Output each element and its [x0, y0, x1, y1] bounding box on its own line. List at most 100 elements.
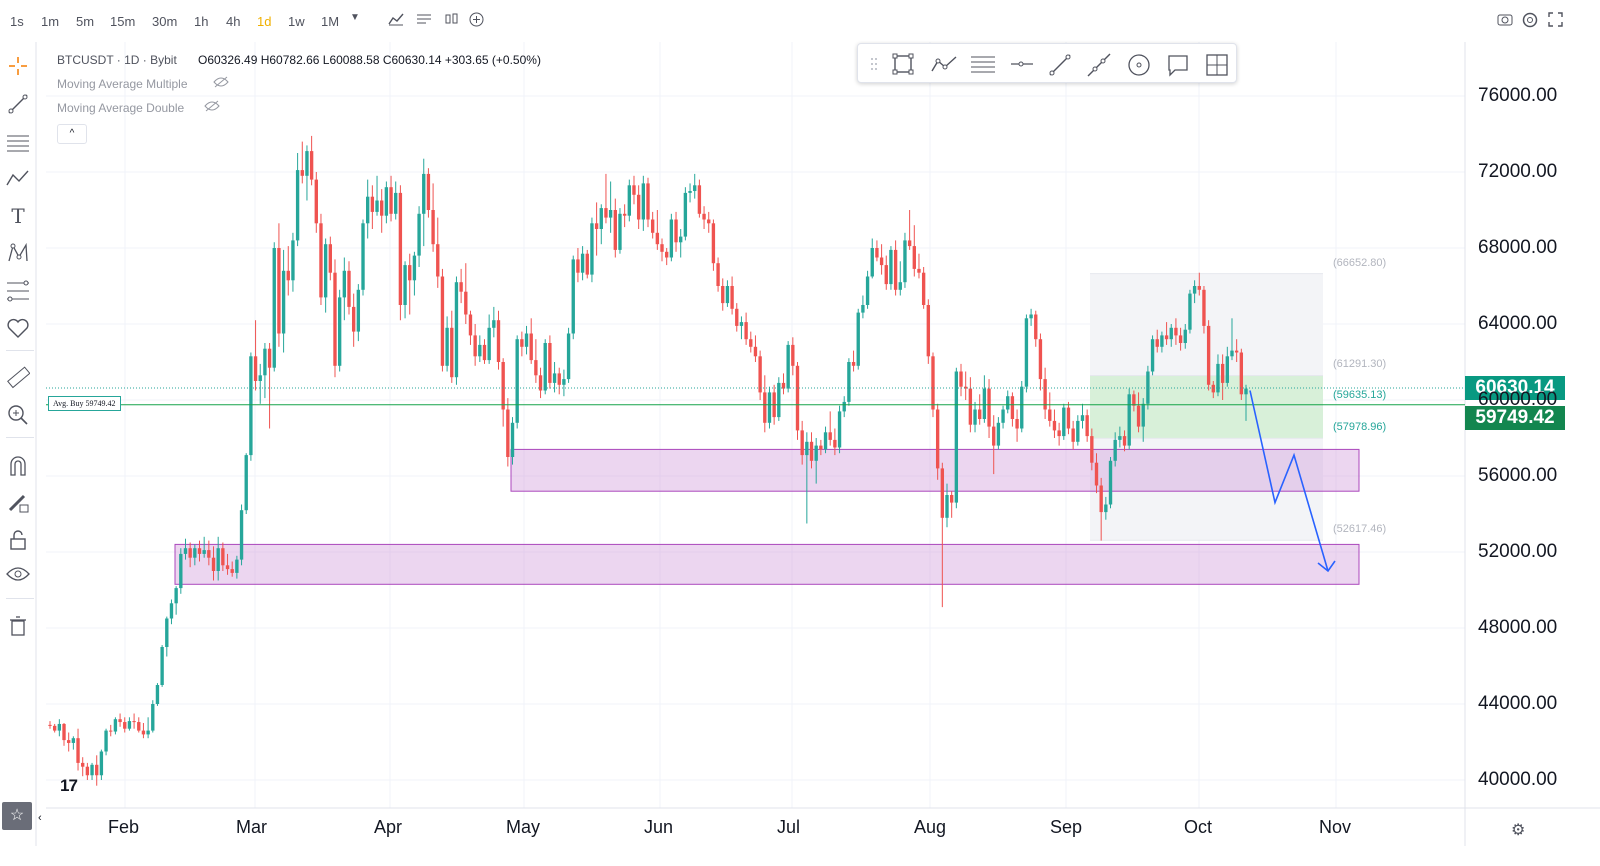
camera-icon[interactable] [1497, 12, 1513, 29]
candle-body [730, 286, 734, 309]
candle-body [286, 270, 290, 281]
candle-body [599, 208, 603, 229]
extended-line-icon[interactable] [1087, 53, 1111, 77]
candle-body [67, 740, 71, 743]
candle-body [440, 276, 445, 366]
candle-body [183, 548, 188, 554]
indicator-ma-double[interactable]: Moving Average Double [57, 101, 185, 115]
candle-body [1136, 405, 1141, 427]
candle-body [744, 322, 748, 340]
pattern-icon[interactable] [4, 239, 32, 267]
candle-body [786, 344, 790, 389]
timeframe-1d[interactable]: 1d [257, 14, 272, 29]
candle-body [492, 320, 496, 328]
candle-body [328, 244, 332, 273]
timeframe-5m[interactable]: 5m [76, 14, 95, 29]
favorites-star-icon[interactable]: ☆ [2, 802, 32, 830]
timeframe-1h[interactable]: 1h [194, 14, 209, 29]
candle-body [641, 183, 646, 220]
eye-icon[interactable] [4, 560, 32, 588]
price-tick-label: 48000.00 [1478, 617, 1558, 638]
fullscreen-icon[interactable] [1548, 12, 1563, 30]
hidden-eye-icon[interactable] [204, 100, 220, 115]
trend-line-icon[interactable] [4, 90, 32, 118]
horizontal-lines-icon[interactable] [4, 128, 32, 156]
line-icon[interactable] [1048, 53, 1071, 76]
candle-body [777, 382, 781, 418]
candle-body [384, 187, 389, 216]
zoom-icon[interactable] [4, 401, 32, 429]
candle-body [987, 388, 991, 427]
candle-body [417, 213, 421, 256]
timeframe-1w[interactable]: 1w [288, 14, 305, 29]
tradingview-logo[interactable]: 17 [60, 776, 78, 795]
timeframe-1M[interactable]: 1M [321, 14, 340, 29]
parallel-lines-icon[interactable] [970, 53, 995, 75]
horizontal-ray-icon[interactable] [1010, 53, 1033, 75]
symbol-info[interactable]: BTCUSDT · 1D · Bybit [57, 53, 177, 67]
candle-body [879, 257, 884, 266]
favorite-heart-icon[interactable] [4, 314, 32, 342]
candle-body [431, 210, 435, 245]
candle-body [534, 360, 538, 376]
candle-body [968, 388, 973, 425]
candle-body [805, 441, 809, 456]
ruler-icon[interactable] [4, 364, 32, 392]
timeframe-1m[interactable]: 1m [41, 14, 60, 29]
candle-body [800, 430, 804, 456]
crosshair-icon[interactable] [4, 52, 32, 80]
candle-body [851, 362, 856, 366]
candle-body [1234, 350, 1239, 353]
candle-body [861, 305, 865, 313]
candle-body [945, 495, 949, 518]
path-icon[interactable] [930, 53, 957, 75]
avg-buy-label[interactable]: Avg. Buy 59749.42 [48, 396, 121, 411]
polyline-icon[interactable] [4, 164, 32, 192]
timeframe-4h[interactable]: 4h [226, 14, 241, 29]
indicators-icon[interactable] [416, 12, 432, 29]
lock-icon[interactable] [4, 526, 32, 554]
candle-body [996, 422, 1001, 446]
fib-label: (52617.46) [1333, 523, 1387, 535]
candle-body [837, 411, 842, 448]
drag-handle-icon[interactable] [863, 53, 885, 75]
rectangle-icon[interactable] [892, 53, 914, 75]
settings-gear-icon[interactable]: ⚙ [1511, 822, 1526, 839]
candle-body [865, 276, 870, 305]
trash-icon[interactable] [4, 612, 32, 640]
candle-body [132, 721, 136, 723]
timeframe-1s[interactable]: 1s [10, 14, 24, 29]
candle-body [524, 333, 529, 347]
candle-body [921, 272, 926, 305]
candle-body [566, 333, 571, 380]
collapse-sidebar-icon[interactable]: ‹ [38, 812, 42, 824]
crosshair-tool-icon[interactable] [1205, 53, 1228, 76]
candle-body [795, 365, 800, 431]
magnet-icon[interactable] [4, 452, 32, 480]
candle-body [445, 327, 449, 366]
candle-body [281, 270, 286, 334]
indicator-ma-multiple[interactable]: Moving Average Multiple [57, 77, 188, 91]
timeframe-15m[interactable]: 15m [110, 14, 136, 29]
candle-body [594, 223, 599, 229]
settings-icon[interactable] [1522, 12, 1538, 31]
add-icon[interactable] [469, 12, 484, 30]
lock-draw-icon[interactable] [4, 488, 32, 516]
callout-icon[interactable] [1166, 53, 1188, 77]
candle-body [833, 439, 837, 448]
candles-icon[interactable] [444, 12, 460, 29]
circle-icon[interactable] [1127, 53, 1150, 76]
text-icon[interactable]: T [11, 204, 25, 228]
hidden-eye-icon[interactable] [213, 76, 229, 91]
chevron-down-icon[interactable]: ▼ [350, 12, 360, 23]
fib-icon[interactable] [4, 277, 32, 305]
candle-body [1099, 485, 1103, 513]
last-price-badge: 60630.14 [1465, 376, 1565, 400]
candle-body [707, 219, 711, 224]
line-chart-icon[interactable] [388, 12, 404, 29]
collapse-legend-button[interactable]: ^ [57, 124, 87, 144]
candle-body [548, 343, 552, 383]
timeframe-30m[interactable]: 30m [152, 14, 178, 29]
candle-body [459, 282, 463, 292]
